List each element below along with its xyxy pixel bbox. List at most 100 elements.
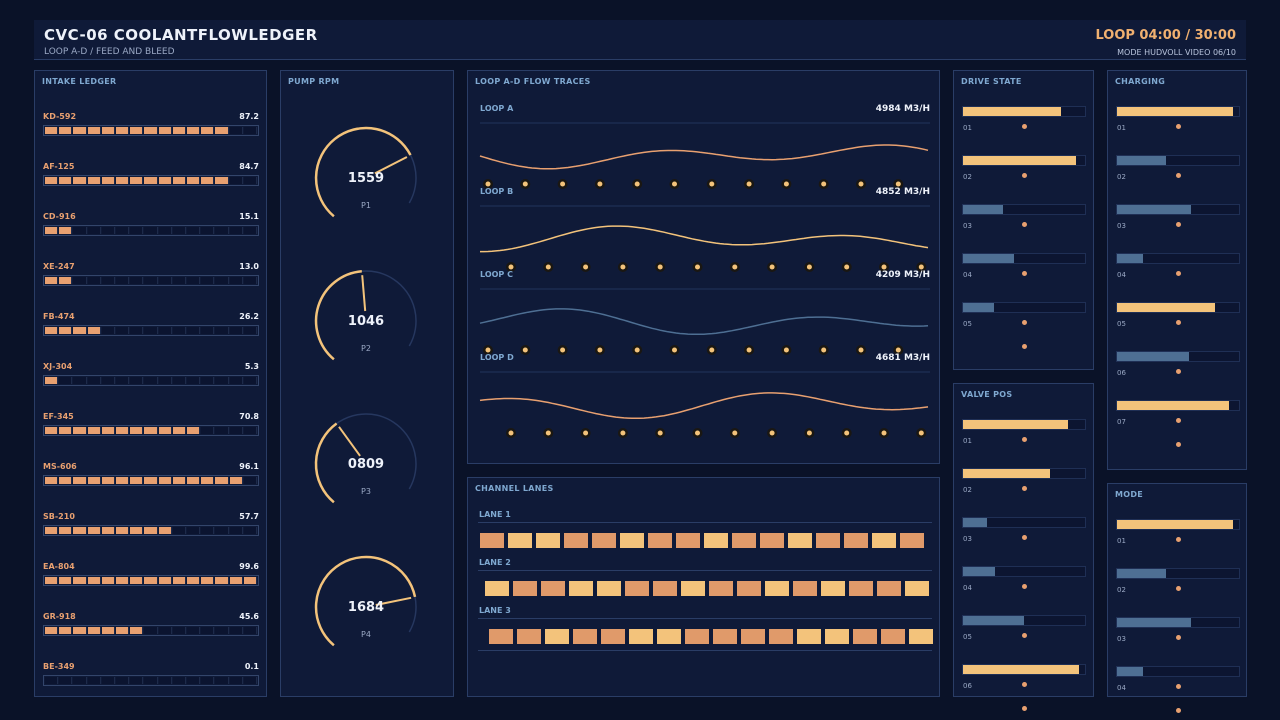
gauge-label: P3 (361, 487, 371, 496)
loop-marker (657, 430, 663, 436)
level-segment (45, 527, 59, 534)
status-index: 04 (1117, 684, 1126, 692)
status-dot (1021, 173, 1027, 178)
gauge-needle (361, 275, 367, 312)
status-fill (963, 518, 988, 527)
level-segment (243, 577, 258, 584)
flow-traces-panel: LOOP A-D FLOW TRACES LOOP A 4984 M3/H LOOP… (467, 70, 940, 464)
panel-title: INTAKE LEDGER (42, 77, 117, 86)
loop-marker (732, 430, 738, 436)
lane-block (741, 629, 765, 644)
level-segment (59, 477, 73, 484)
ledger-level-bar (43, 125, 259, 136)
level-segment (59, 627, 73, 634)
level-segment (87, 177, 101, 184)
gauge-rpm-value: 1684 (347, 600, 385, 615)
level-segment (101, 127, 116, 134)
pump-rpm-panel: PUMP RPM 1559 P1 1046 P2 0809 P3 1684 P4 (280, 70, 454, 697)
level-segment (158, 677, 172, 684)
level-segment (87, 527, 101, 534)
lane-block (573, 629, 597, 644)
status-index: 02 (963, 486, 972, 494)
loop-marker (858, 181, 864, 187)
status-dot (1175, 418, 1181, 423)
ledger-code: XJ-304 (43, 362, 73, 371)
level-segment (116, 477, 130, 484)
level-segment (243, 177, 258, 184)
ledger-code: MS-606 (43, 462, 77, 471)
status-dot (1175, 124, 1181, 129)
level-segment (87, 477, 101, 484)
level-segment (59, 127, 73, 134)
level-segment (101, 627, 116, 634)
gauge-label: P1 (361, 201, 371, 210)
level-segment (158, 277, 172, 284)
lane-block (849, 581, 873, 596)
level-segment (229, 127, 243, 134)
status-fill (963, 254, 1015, 263)
lane-block (737, 581, 761, 596)
level-segment (101, 477, 116, 484)
panel-title: CHANNEL LANES (475, 484, 554, 493)
level-segment (59, 527, 73, 534)
level-segment (172, 177, 187, 184)
level-segment (187, 377, 201, 384)
status-track (1116, 204, 1240, 215)
loop-marker (746, 347, 752, 353)
level-segment (201, 127, 215, 134)
lane-block (625, 581, 649, 596)
level-segment (116, 127, 130, 134)
level-segment (73, 227, 87, 234)
status-dot (1021, 633, 1027, 638)
ledger-value: 70.8 (239, 412, 259, 421)
status-fill (1117, 205, 1192, 214)
level-segment (201, 277, 215, 284)
level-segment (59, 227, 73, 234)
gauge-rpm-value: 1046 (347, 314, 385, 329)
level-segment (229, 327, 243, 334)
ledger-level-bar (43, 625, 259, 636)
level-segment (87, 127, 101, 134)
level-segment (73, 377, 87, 384)
charging-panel: CHARGING 01 02 03 04 05 06 07 (1107, 70, 1247, 470)
ledger-code: XE-247 (43, 262, 75, 271)
level-segment (243, 277, 258, 284)
ledger-code: EA-804 (43, 562, 75, 571)
gauge-level-arc (314, 269, 362, 361)
mode-readout: MODE HUDVOLL VIDEO 06/10 (1117, 48, 1236, 57)
loop-flow-trace (479, 392, 929, 420)
status-track (962, 253, 1086, 264)
level-segment (215, 527, 229, 534)
status-fill (1117, 401, 1230, 410)
level-segment (158, 427, 172, 434)
loop-marker (895, 347, 901, 353)
level-segment (73, 277, 87, 284)
lane-block (545, 629, 569, 644)
status-dot (1175, 537, 1181, 542)
loop-marker (583, 264, 589, 270)
lane-divider (478, 650, 932, 651)
level-segment (45, 227, 59, 234)
level-segment (73, 627, 87, 634)
status-index: 01 (963, 437, 972, 445)
ledger-code: FB-474 (43, 312, 75, 321)
status-index: 04 (963, 584, 972, 592)
ledger-level-bar (43, 225, 259, 236)
level-segment (130, 527, 144, 534)
ledger-value: 99.6 (239, 562, 259, 571)
lane-block (909, 629, 933, 644)
level-segment (172, 277, 187, 284)
level-segment (144, 277, 158, 284)
drive-state-panel: DRIVE STATE 01 02 03 04 05 (953, 70, 1094, 370)
level-segment (243, 127, 258, 134)
lane-divider (478, 618, 932, 619)
status-index: 01 (1117, 537, 1126, 545)
level-segment (45, 377, 59, 384)
level-segment (130, 477, 144, 484)
status-index: 05 (963, 320, 972, 328)
ledger-value: 87.2 (239, 112, 259, 121)
level-segment (158, 327, 172, 334)
level-segment (101, 177, 116, 184)
level-segment (144, 127, 158, 134)
loop-flow-trace (479, 308, 929, 336)
